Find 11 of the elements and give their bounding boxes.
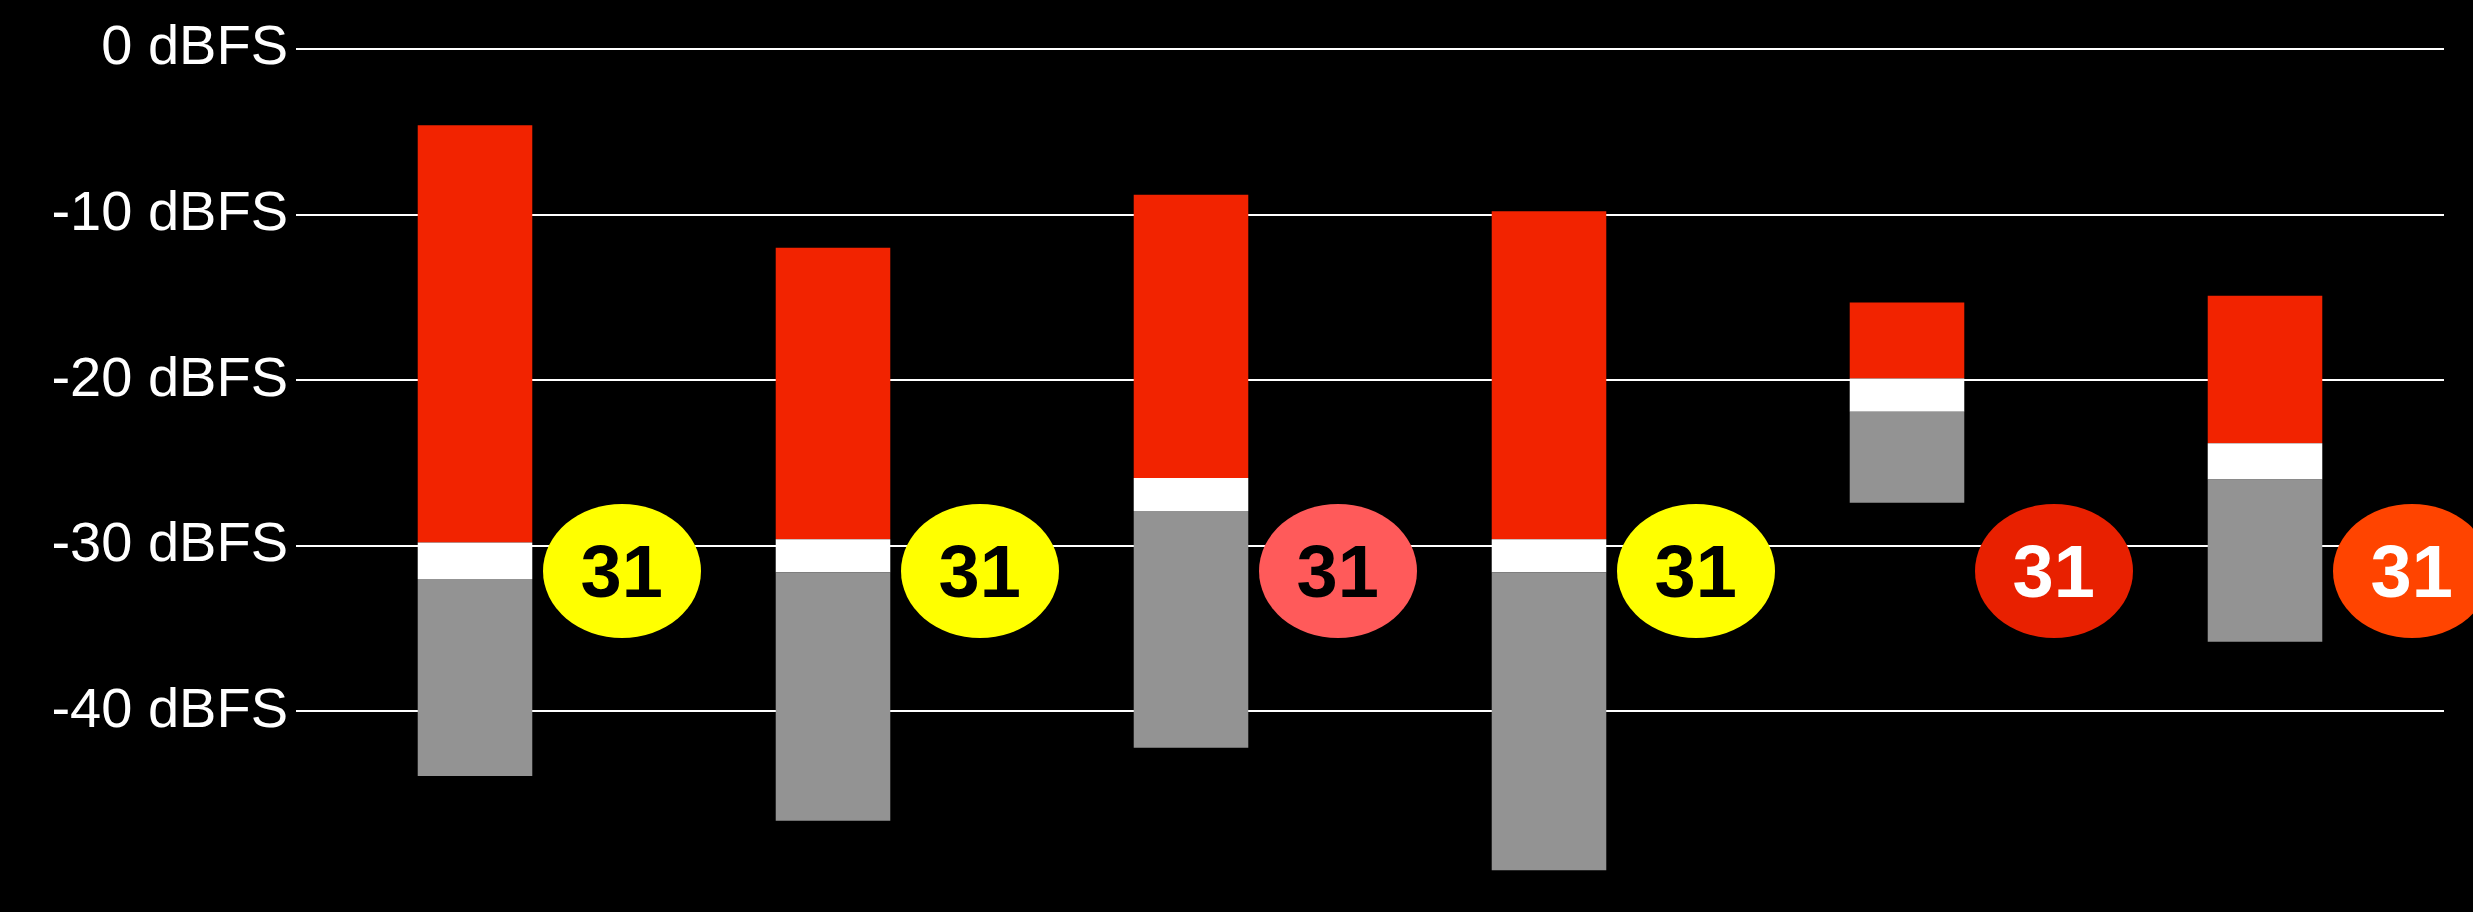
oval-badge: 31	[900, 504, 1059, 638]
y-tick-label: -30 dBFS	[51, 510, 288, 574]
y-tick-label: -10 dBFS	[51, 179, 288, 243]
oval-badge: 31	[1258, 504, 1417, 638]
y-tick-label: -40 dBFS	[51, 675, 288, 739]
y-tick-label: -20 dBFS	[51, 344, 288, 408]
oval-badge: 31	[1974, 504, 2133, 638]
oval-badge: 31	[2332, 504, 2473, 638]
oval-badge: 31	[1616, 504, 1775, 638]
oval-badge: 31	[542, 504, 701, 638]
y-tick-label: 0 dBFS	[101, 13, 288, 77]
